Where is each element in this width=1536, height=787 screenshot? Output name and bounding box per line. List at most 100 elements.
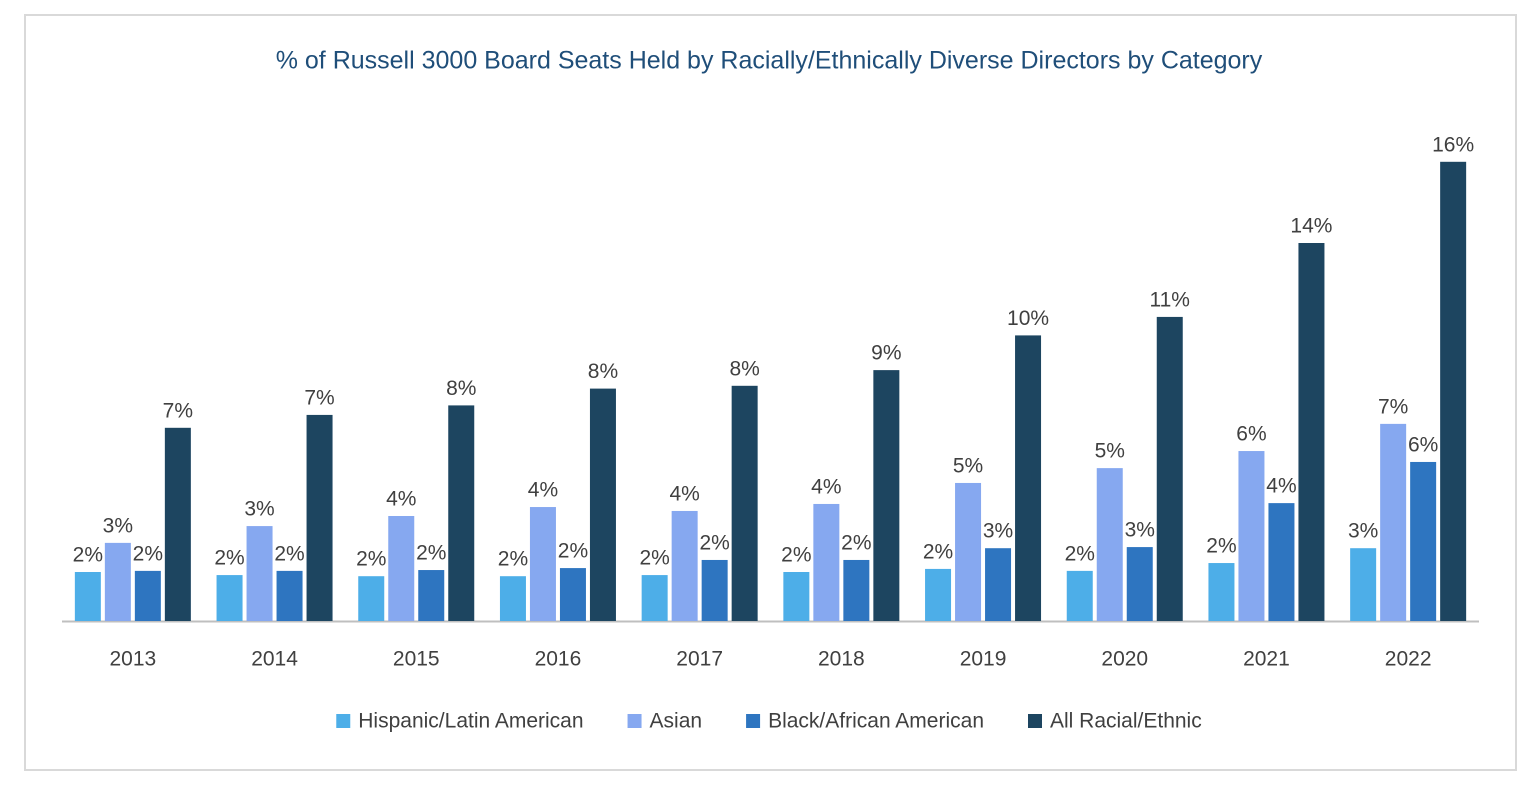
bar xyxy=(589,388,616,621)
x-tick-label: 2022 xyxy=(1385,648,1432,671)
legend-label: Asian xyxy=(650,710,703,733)
x-tick-label: 2018 xyxy=(818,648,865,671)
bar xyxy=(843,559,870,621)
x-tick-label: 2014 xyxy=(251,648,298,671)
data-label: 2% xyxy=(356,548,386,571)
bar xyxy=(1440,161,1467,622)
chart-title: % of Russell 3000 Board Seats Held by Ra… xyxy=(276,47,1263,75)
x-tick-label: 2015 xyxy=(393,648,440,671)
data-label: 2% xyxy=(274,542,304,565)
data-label: 6% xyxy=(1408,434,1438,457)
bar xyxy=(873,370,900,621)
legend-label: Black/African American xyxy=(768,710,984,733)
bar xyxy=(164,427,191,621)
bar xyxy=(1066,570,1093,621)
legend-swatch xyxy=(1028,714,1042,728)
data-label: 2% xyxy=(416,542,446,565)
data-label: 3% xyxy=(1348,520,1378,543)
bar xyxy=(134,570,161,621)
bar xyxy=(388,516,415,621)
bar xyxy=(1238,451,1265,621)
data-label: 8% xyxy=(729,357,759,380)
data-label: 7% xyxy=(304,386,334,409)
bar xyxy=(306,414,333,621)
bar xyxy=(701,559,728,621)
bar xyxy=(276,570,303,621)
data-label: 4% xyxy=(811,476,841,499)
data-label: 4% xyxy=(528,479,558,502)
bar xyxy=(1208,563,1235,621)
bar xyxy=(448,405,475,621)
bar xyxy=(1156,316,1183,621)
data-label: 2% xyxy=(214,547,244,570)
legend-swatch xyxy=(336,714,351,728)
x-tick-label: 2013 xyxy=(109,648,156,671)
data-label: 3% xyxy=(103,514,133,537)
data-label: 5% xyxy=(953,455,983,478)
bar xyxy=(813,503,840,621)
data-label: 5% xyxy=(1095,440,1125,463)
data-label: 2% xyxy=(73,544,103,567)
x-tick-label: 2021 xyxy=(1243,648,1290,671)
data-label: 2% xyxy=(498,548,528,571)
data-label: 6% xyxy=(1236,423,1266,446)
bar xyxy=(1380,423,1407,621)
chart-border xyxy=(24,14,1517,771)
bar xyxy=(246,526,273,621)
bar xyxy=(1096,468,1123,621)
data-label: 2% xyxy=(1065,542,1095,565)
bar xyxy=(731,385,758,621)
bar xyxy=(104,542,131,621)
bar xyxy=(499,576,526,621)
bar xyxy=(216,575,243,621)
data-label: 8% xyxy=(446,377,476,400)
data-label: 2% xyxy=(781,544,811,567)
legend-label: Hispanic/Latin American xyxy=(358,710,583,733)
data-label: 10% xyxy=(1007,307,1049,330)
x-tick-label: 2019 xyxy=(960,648,1007,671)
bar xyxy=(358,576,385,621)
bar xyxy=(74,572,101,621)
bar xyxy=(1015,335,1042,621)
legend-swatch xyxy=(746,714,761,728)
legend-swatch xyxy=(627,714,642,728)
data-label: 2% xyxy=(133,542,163,565)
data-label: 11% xyxy=(1150,288,1190,311)
data-label: 2% xyxy=(1206,535,1236,558)
bar xyxy=(955,482,982,621)
data-label: 7% xyxy=(163,399,193,422)
data-label: 16% xyxy=(1432,133,1474,156)
data-label: 3% xyxy=(983,520,1013,543)
bar xyxy=(641,575,668,621)
bar xyxy=(559,568,586,621)
data-label: 2% xyxy=(699,532,729,555)
data-label: 7% xyxy=(1378,395,1408,418)
bar xyxy=(783,572,810,621)
x-tick-label: 2020 xyxy=(1101,648,1148,671)
x-tick-label: 2016 xyxy=(535,648,582,671)
bar xyxy=(1410,461,1437,621)
data-label: 2% xyxy=(639,547,669,570)
data-label: 4% xyxy=(1266,475,1296,498)
data-label: 3% xyxy=(244,498,274,521)
legend-label: All Racial/Ethnic xyxy=(1050,710,1202,733)
data-label: 9% xyxy=(871,342,901,365)
bar xyxy=(925,568,952,621)
data-label: 3% xyxy=(1125,519,1155,542)
data-label: 4% xyxy=(669,483,699,506)
bar xyxy=(1298,243,1325,621)
bar xyxy=(529,507,556,621)
data-label: 2% xyxy=(841,532,871,555)
bar xyxy=(985,548,1012,621)
data-label: 8% xyxy=(588,360,618,383)
x-tick-label: 2017 xyxy=(676,648,723,671)
bar xyxy=(1126,547,1153,621)
bar xyxy=(1268,503,1295,621)
data-label: 4% xyxy=(386,488,416,511)
bar xyxy=(1350,548,1377,621)
bar xyxy=(418,570,445,621)
data-label: 2% xyxy=(923,540,953,563)
bar xyxy=(671,510,698,621)
data-label: 14% xyxy=(1290,215,1332,238)
